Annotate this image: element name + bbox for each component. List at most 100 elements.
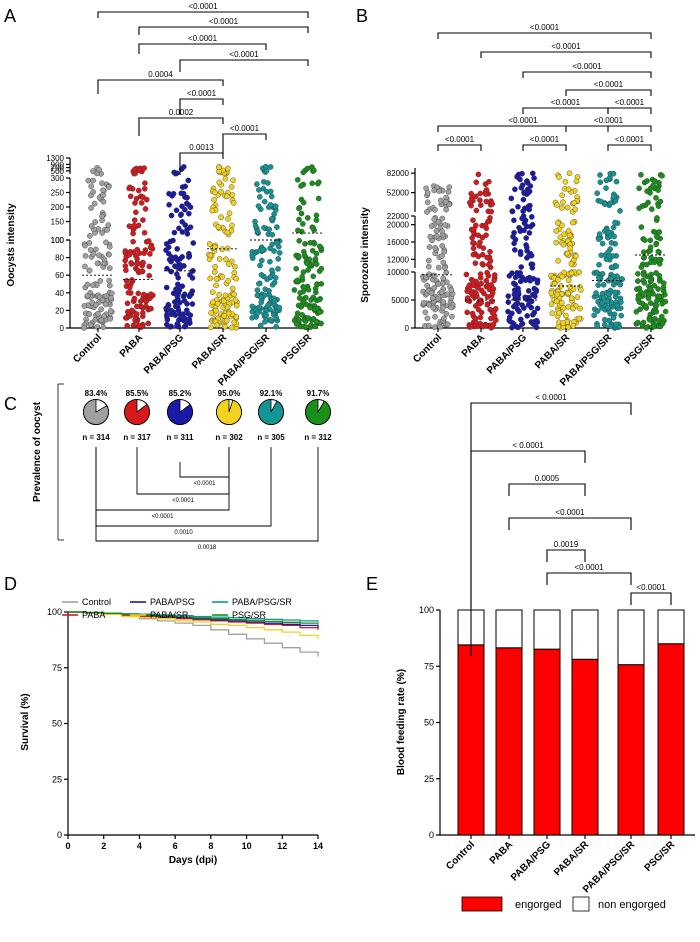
data-point xyxy=(174,246,180,252)
data-point xyxy=(469,235,475,241)
data-point xyxy=(482,181,489,187)
data-point xyxy=(124,300,131,307)
data-point xyxy=(180,293,187,299)
data-point xyxy=(176,225,182,232)
data-point xyxy=(638,264,645,270)
data-point xyxy=(104,227,110,233)
data-point xyxy=(106,277,112,284)
y-tick-label: 25 xyxy=(424,774,434,784)
data-point xyxy=(431,216,438,222)
pie-control: 83.4% n = 314 xyxy=(82,389,110,442)
y-tick-label: 300 xyxy=(51,174,65,183)
data-point xyxy=(514,269,521,276)
data-point xyxy=(222,292,229,299)
scatter-group-paba xyxy=(122,165,156,331)
data-point xyxy=(508,195,515,202)
data-point xyxy=(513,323,520,330)
data-point xyxy=(190,240,197,246)
data-point xyxy=(141,185,148,192)
data-point xyxy=(294,277,301,284)
bar-group-paba-sr xyxy=(571,609,599,836)
data-point xyxy=(524,191,530,197)
data-point xyxy=(526,230,533,236)
data-point xyxy=(182,206,188,213)
data-point xyxy=(85,177,91,184)
data-point xyxy=(88,223,95,229)
data-point xyxy=(474,285,481,291)
data-point xyxy=(442,198,449,205)
data-point xyxy=(298,303,305,310)
data-point xyxy=(520,196,527,203)
data-point xyxy=(272,203,279,209)
data-point xyxy=(448,304,455,311)
data-point xyxy=(568,270,575,277)
sig-bracket-b-label: <0.0001 xyxy=(530,23,560,32)
data-point xyxy=(218,214,224,220)
data-point xyxy=(517,226,524,233)
data-point xyxy=(123,277,130,284)
data-point xyxy=(231,291,237,298)
data-point xyxy=(274,224,280,230)
data-point xyxy=(440,299,447,305)
panel-label-c: C xyxy=(4,394,17,414)
data-point xyxy=(655,187,661,193)
data-point xyxy=(466,199,473,206)
bar-non-engorged xyxy=(571,609,599,660)
pie-percent-label: 91.7% xyxy=(307,389,330,398)
data-point xyxy=(134,261,140,267)
panel-label-b: B xyxy=(356,6,368,26)
data-point xyxy=(560,320,566,326)
data-point xyxy=(549,310,556,317)
data-point xyxy=(567,245,573,251)
data-point xyxy=(254,181,260,187)
data-point xyxy=(128,260,134,266)
data-point xyxy=(596,231,603,237)
data-point xyxy=(316,309,323,315)
data-point xyxy=(295,317,302,323)
data-point xyxy=(437,324,444,330)
data-point xyxy=(164,314,170,320)
data-point xyxy=(443,269,450,276)
data-point xyxy=(213,276,220,282)
data-point xyxy=(168,323,174,330)
data-point xyxy=(127,193,134,200)
data-point xyxy=(309,247,316,254)
scatter-group-paba-sr xyxy=(548,170,584,331)
data-point xyxy=(559,273,566,280)
sig-bracket-e-label: < 0.0001 xyxy=(512,441,544,450)
data-point xyxy=(484,301,491,308)
data-point xyxy=(533,324,540,331)
pie-slice-positive xyxy=(124,399,150,425)
data-point xyxy=(644,178,650,184)
data-point xyxy=(431,187,438,194)
data-point xyxy=(611,233,618,240)
y-tick-label: 75 xyxy=(52,663,62,673)
data-point xyxy=(477,271,484,277)
data-point xyxy=(267,274,274,280)
data-point xyxy=(435,264,442,271)
data-point xyxy=(662,308,669,315)
data-point xyxy=(577,305,583,312)
y-axis-label: Blood feeding rate (%) xyxy=(396,669,407,775)
data-point xyxy=(185,177,192,184)
data-point xyxy=(556,174,562,180)
data-point xyxy=(133,209,139,216)
data-point xyxy=(148,291,154,298)
data-point xyxy=(90,177,96,184)
data-point xyxy=(576,269,583,275)
data-point xyxy=(570,219,576,226)
y-tick-label: 75 xyxy=(424,661,434,671)
data-point xyxy=(619,276,626,282)
data-point xyxy=(312,285,319,292)
data-point xyxy=(91,200,98,207)
sig-bracket-a-label: <0.0001 xyxy=(229,50,259,59)
data-point xyxy=(490,321,497,328)
data-point xyxy=(299,221,306,227)
sig-bracket-e-line xyxy=(470,450,586,656)
data-point xyxy=(271,248,277,254)
data-point xyxy=(424,209,430,215)
x-tick-label: PABA xyxy=(118,332,145,359)
data-point xyxy=(565,227,572,234)
data-point xyxy=(441,315,447,322)
